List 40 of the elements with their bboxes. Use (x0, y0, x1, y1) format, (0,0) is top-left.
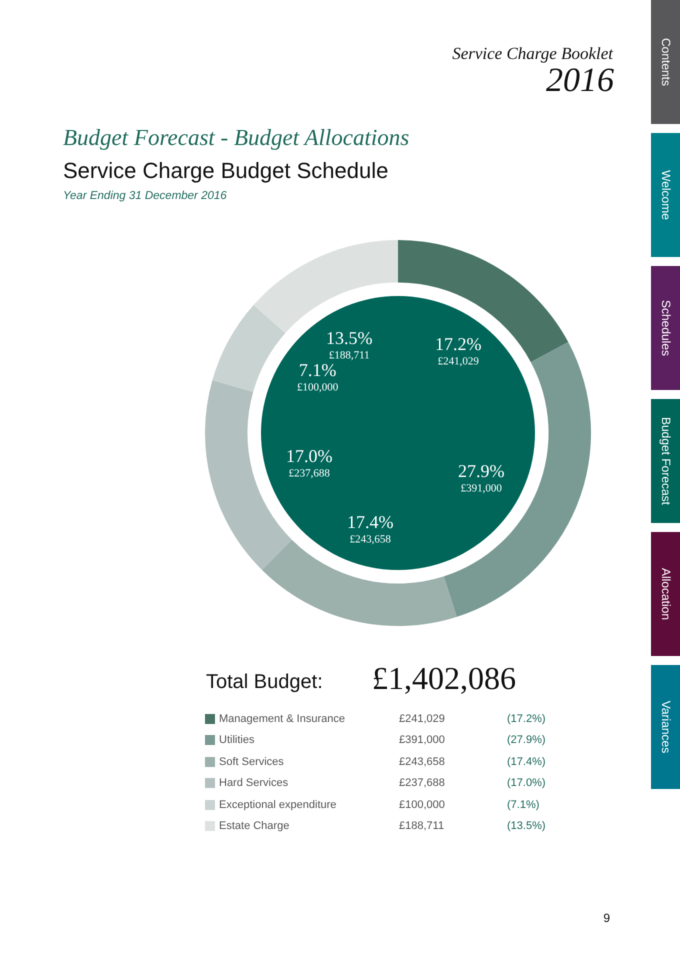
text: Variances (658, 700, 672, 754)
legend-label: Management & Insurance (219, 712, 346, 726)
text: (17.4%) (507, 755, 546, 770)
text: Contents (658, 38, 672, 86)
data-label: 13.5% £188,711 (326, 328, 372, 362)
text: 2016 (546, 62, 614, 100)
text: £391,000 (399, 734, 446, 748)
legend-label: Hard Services (219, 776, 290, 791)
chart-title: Budget Forecast - Budget Allocations (63, 125, 410, 151)
text: Total Budget: (206, 671, 323, 694)
donut-slice (254, 240, 398, 334)
text: Budget Forecast (658, 416, 672, 506)
text: (17.2%) (507, 712, 546, 726)
text: (17.0%) (507, 776, 546, 791)
legend-label: Utilities (219, 734, 256, 748)
text: Year Ending 31 December 2016 (63, 190, 227, 202)
text: (13.5%) (507, 820, 546, 834)
text: (7.1%) (507, 798, 540, 812)
text: 9 (603, 911, 610, 925)
data-label: 27.9% £391,000 (458, 461, 504, 494)
text: Service Charge Booklet (452, 44, 613, 64)
data-label: 17.0% £237,688 (286, 446, 332, 480)
legend-label: Exceptional expenditure (219, 798, 338, 812)
data-label: 17.2% £241,029 (435, 334, 482, 368)
data-label: 7.1% £100,000 (297, 360, 339, 394)
donut-slice (212, 304, 286, 392)
text: Schedules (658, 300, 672, 356)
text: £243,658 (399, 755, 446, 770)
text: Allocation (658, 568, 672, 620)
text: £241,029 (399, 712, 446, 726)
text: (27.9%) (507, 734, 546, 748)
data-label: 17.4% £243,658 (347, 512, 394, 546)
legend-label: Estate Charge (219, 820, 290, 834)
text: £188,711 (399, 820, 446, 834)
legend-label: Soft Services (219, 755, 285, 770)
text: £100,000 (399, 798, 446, 812)
text: Welcome (658, 170, 672, 220)
text: £1,402,086 (372, 660, 516, 697)
text: £237,688 (399, 776, 446, 791)
chart-subtitle: Service Charge Budget Schedule (63, 158, 388, 184)
